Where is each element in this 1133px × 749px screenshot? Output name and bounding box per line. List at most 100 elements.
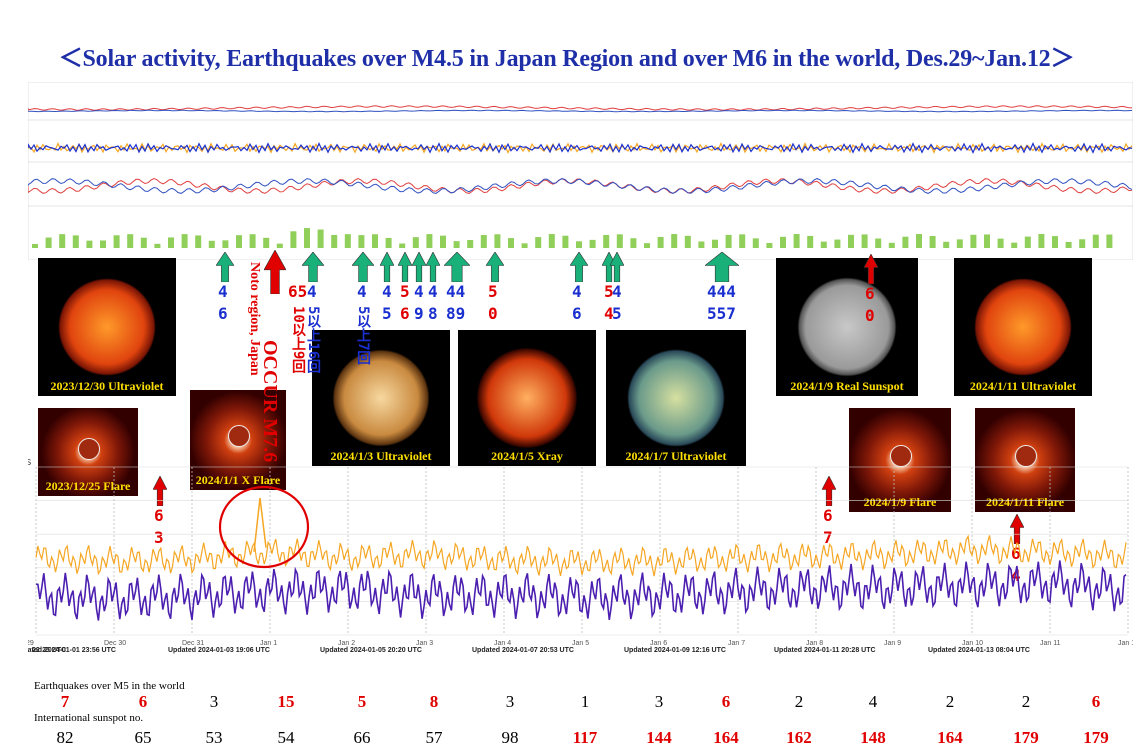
event-arrow-icon — [398, 252, 412, 282]
kp-bar — [426, 234, 433, 248]
kp-bar — [589, 239, 596, 248]
kp-bar — [752, 238, 759, 248]
kp-bar — [576, 241, 582, 248]
event-arrow-icon — [412, 252, 426, 282]
sunspot-number-cell: 162 — [786, 728, 812, 747]
japan-quake-mag-bottom: 6 — [572, 304, 582, 323]
kp-bar — [181, 234, 188, 248]
kp-bar — [834, 239, 841, 248]
event-arrow-icon — [380, 252, 394, 282]
kp-bar — [304, 228, 310, 248]
kp-bar — [263, 237, 270, 248]
kp-bar — [222, 240, 229, 248]
earthquake-count-cell: 6 — [138, 692, 148, 711]
kp-bar — [59, 234, 66, 248]
sunspot-number-cell: 66 — [353, 728, 371, 747]
event-arrow-icon — [302, 252, 324, 282]
kp-bar — [807, 235, 814, 248]
monitor-trace — [28, 142, 1133, 154]
kp-bar — [970, 234, 977, 248]
kp-bar — [1092, 234, 1099, 248]
japan-quake-mag-top: 4 — [382, 282, 392, 301]
kp-bar — [984, 234, 990, 248]
x-tick-label: Jan 2 — [338, 640, 355, 647]
earthquake-count-cell: 2 — [1021, 692, 1031, 711]
japan-quake-mag-bottom: 9 — [414, 304, 424, 323]
sunspot-number-cell: 82 — [56, 728, 74, 747]
updated-timestamp: 22:25 UTC — [32, 647, 66, 654]
x-tick-label: Jan 10 — [962, 640, 983, 647]
x-tick-label: Jan 7 — [728, 640, 745, 647]
solar-image: 2023/12/25 Flare — [38, 408, 138, 496]
kp-bar — [916, 234, 922, 248]
earthquake-count-cell: 2 — [945, 692, 955, 711]
world-quake-mag-top: 6 — [1011, 544, 1021, 563]
earthquake-count-cell: 1 — [580, 692, 590, 711]
kp-bar — [45, 237, 52, 248]
x-tick-label: Jan 1 — [260, 640, 277, 647]
image-caption: 2023/12/25 Flare — [45, 479, 131, 493]
kp-bar — [249, 234, 256, 248]
sunspot-row-label: International sunspot no. — [34, 712, 144, 724]
kp-bar — [412, 237, 419, 248]
x-tick-label: Dec 31 — [182, 640, 204, 647]
earthquake-count-cell: 3 — [505, 692, 515, 711]
event-arrow-icon — [426, 252, 440, 282]
kp-bar — [331, 234, 338, 248]
solar-image: 2024/1/3 Ultraviolet — [312, 330, 450, 466]
japan-quake-mag-top: 4 — [307, 282, 317, 301]
occulter-disk — [890, 444, 912, 467]
sunspot-number-cell: 53 — [205, 728, 223, 747]
japan-quake-mag-bottom: 5以上7回 — [355, 306, 371, 365]
kp-bar — [562, 235, 569, 248]
earthquake-count-cell: 6 — [1091, 692, 1101, 711]
event-arrow-icon — [486, 252, 504, 282]
solar-image: 2023/12/30 Ultraviolet — [38, 258, 176, 396]
kp-bar — [780, 236, 786, 248]
solar-image: 2024/1/11 Flare — [975, 408, 1075, 512]
kp-bar — [739, 234, 746, 248]
solar-monitor-strip — [28, 82, 1133, 260]
sunspot-number-cell: 98 — [501, 728, 519, 747]
earthquake-count-cell: 3 — [209, 692, 219, 711]
world-quake-mag-bottom: 7 — [823, 528, 833, 547]
solar-image: 2024/1/1 X Flare — [190, 390, 286, 490]
sunspot-number-cell: 164 — [713, 728, 739, 747]
updated-timestamp: Updated 2024-01-13 08:04 UTC — [928, 647, 1030, 654]
japan-quake-mag-top: 444 — [707, 282, 736, 301]
event-arrow-icon — [1010, 514, 1024, 544]
kp-bar — [657, 236, 664, 248]
image-caption: 2024/1/11 Ultraviolet — [969, 379, 1077, 393]
goes-xray-chart: 10⁻³10⁻⁴10⁻⁵10⁻⁶10⁻⁷10⁻⁸GOESWatts m⁻²29D… — [28, 458, 1133, 654]
sunspot-number-cell: 179 — [1013, 728, 1039, 747]
x-tick-label: Jan 8 — [806, 640, 823, 647]
kp-bar — [467, 240, 474, 248]
world-quake-mag-top: 6 — [823, 506, 833, 525]
kp-bar — [1065, 241, 1072, 248]
kp-bar — [399, 243, 406, 248]
image-caption: 2024/1/9 Flare — [863, 495, 937, 509]
sunspot-number-cell: 144 — [646, 728, 672, 747]
japan-quake-mag-bottom: 0 — [488, 304, 498, 323]
kp-bar — [168, 237, 174, 248]
kp-bar — [236, 235, 242, 248]
event-arrow-icon — [352, 252, 374, 282]
kp-bar — [1038, 234, 1045, 248]
kp-bar — [956, 239, 963, 248]
japan-quake-mag-top: 4 — [612, 282, 622, 301]
x-tick-label: 29 — [28, 640, 34, 647]
sunspot-number-cell: 57 — [425, 728, 443, 747]
event-arrow-icon — [822, 476, 836, 506]
solar-image: 2024/1/11 Ultraviolet — [954, 258, 1092, 396]
kp-bar — [72, 235, 79, 248]
kp-bar — [440, 235, 446, 248]
monitor-trace — [28, 142, 1133, 154]
world-quake-mag-top: 6 — [865, 284, 875, 303]
japan-quake-mag-top: 4 — [357, 282, 367, 301]
solar-image: 2024/1/9 Flare — [849, 408, 951, 512]
japan-quake-mag-bottom: 557 — [707, 304, 736, 323]
solar-image: 2024/1/7 Ultraviolet — [606, 330, 746, 466]
kp-bar — [494, 234, 501, 248]
kp-bar — [32, 244, 38, 248]
kp-bar — [344, 234, 351, 248]
